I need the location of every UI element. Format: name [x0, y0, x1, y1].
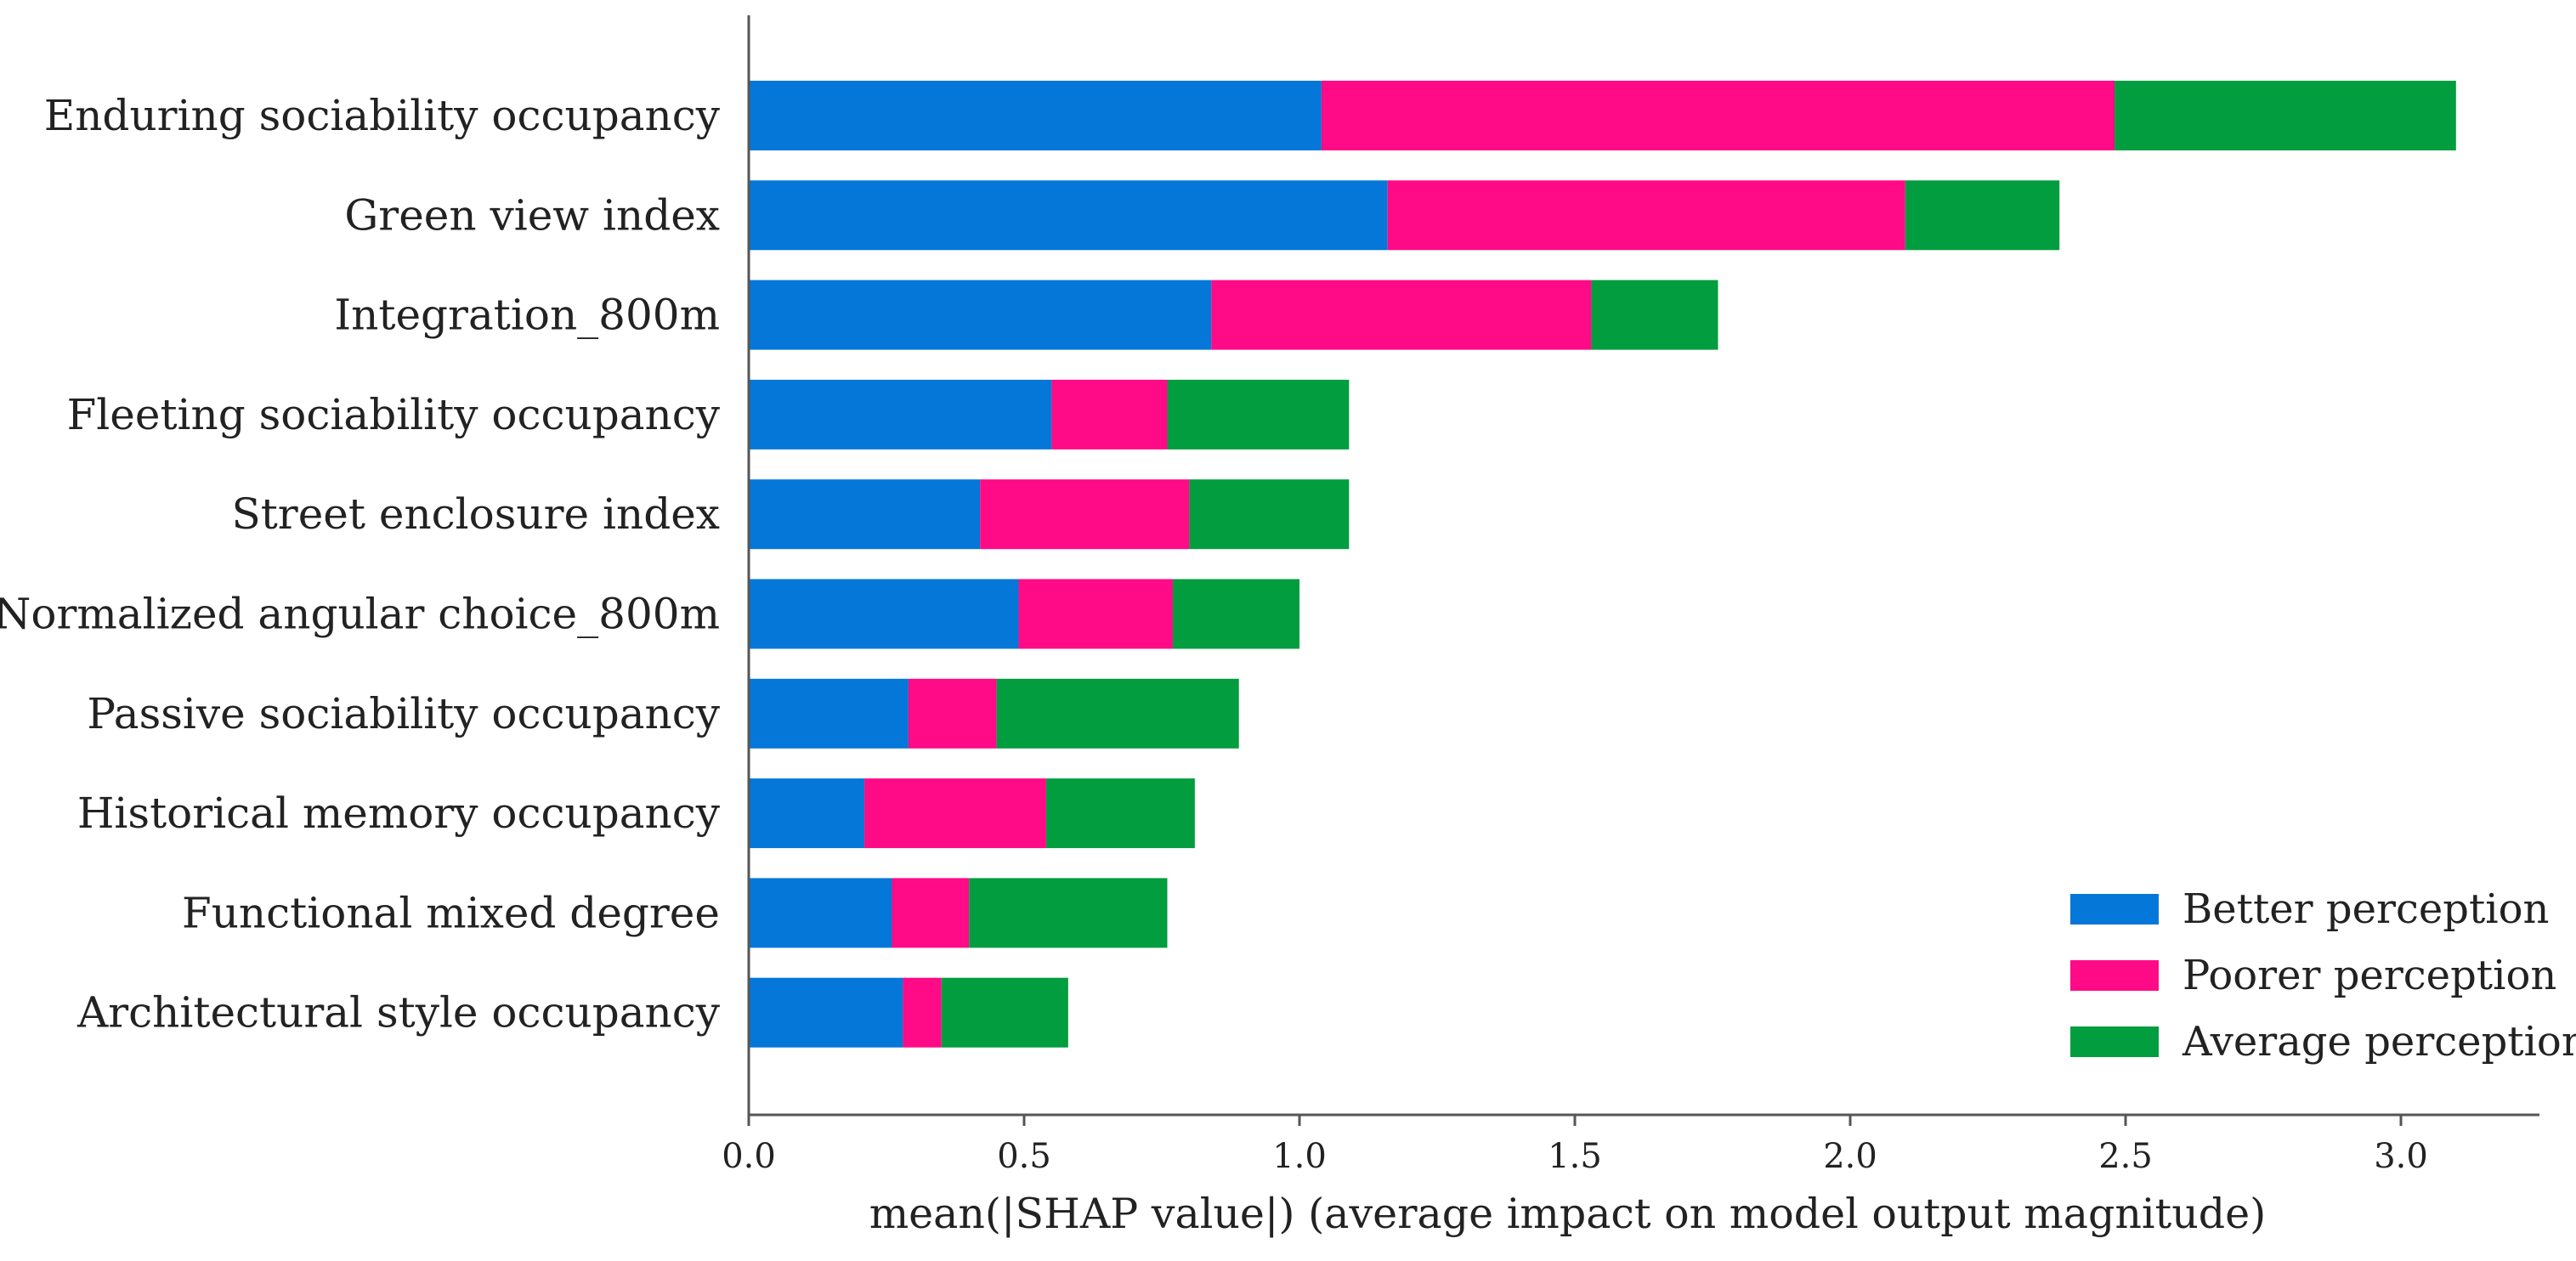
bar-normalized-angular-choice-800m-better-perception [749, 579, 1019, 649]
bar-historical-memory-occupancy-poorer-perception [864, 778, 1046, 849]
bar-normalized-angular-choice-800m-poorer-perception [1018, 579, 1173, 649]
x-tick-label: 1.5 [1548, 1137, 1602, 1176]
category-label: Street enclosure index [231, 489, 720, 539]
bar-integration-800m-average-perception [1591, 280, 1718, 350]
bar-enduring-sociability-occupancy-average-perception [2115, 81, 2456, 150]
bar-functional-mixed-degree-average-perception [969, 878, 1168, 948]
bar-fleeting-sociability-occupancy-poorer-perception [1051, 379, 1168, 450]
bar-enduring-sociability-occupancy-poorer-perception [1321, 81, 2115, 150]
x-tick-label: 3.0 [2374, 1137, 2428, 1176]
bar-fleeting-sociability-occupancy-better-perception [749, 379, 1052, 450]
bar-architectural-style-occupancy-average-perception [941, 977, 1068, 1048]
bar-integration-800m-poorer-perception [1211, 280, 1592, 350]
bar-green-view-index-average-perception [1905, 180, 2060, 251]
legend-swatch-average-perception [2070, 1026, 2159, 1057]
bars-layer [749, 81, 2456, 1048]
bar-green-view-index-better-perception [749, 180, 1388, 251]
bar-passive-sociability-occupancy-average-perception [996, 678, 1239, 749]
bar-enduring-sociability-occupancy-better-perception [749, 81, 1322, 150]
category-label: Passive sociability occupancy [87, 689, 720, 738]
x-tick-label: 1.0 [1272, 1137, 1327, 1176]
bar-street-enclosure-index-better-perception [749, 479, 981, 550]
bar-street-enclosure-index-poorer-perception [980, 479, 1190, 550]
category-label: Green view index [344, 190, 720, 240]
category-label: Integration_800m [334, 291, 720, 340]
x-tick-label: 0.5 [997, 1137, 1051, 1176]
bar-architectural-style-occupancy-better-perception [749, 977, 903, 1048]
legend-label-average-perception: Average perception [2182, 1018, 2576, 1066]
category-label: Functional mixed degree [182, 888, 720, 937]
bar-historical-memory-occupancy-better-perception [749, 778, 865, 849]
legend-label-better-perception: Better perception [2183, 885, 2549, 933]
category-label: Historical memory occupancy [77, 789, 721, 838]
bar-functional-mixed-degree-better-perception [749, 878, 892, 948]
legend-label-poorer-perception: Poorer perception [2183, 952, 2556, 999]
x-tick-label: 2.0 [1823, 1137, 1877, 1176]
bar-passive-sociability-occupancy-poorer-perception [908, 678, 997, 749]
category-label: Fleeting sociability occupancy [67, 390, 721, 439]
bar-street-enclosure-index-average-perception [1189, 479, 1350, 550]
bar-functional-mixed-degree-poorer-perception [892, 878, 970, 948]
category-label: Architectural style occupancy [76, 988, 721, 1038]
bar-green-view-index-poorer-perception [1387, 180, 1905, 251]
x-tick-label: 2.5 [2098, 1137, 2153, 1176]
bar-normalized-angular-choice-800m-average-perception [1172, 579, 1299, 649]
legend-swatch-better-perception [2070, 894, 2159, 925]
x-axis-title: mean(|SHAP value|) (average impact on mo… [869, 1190, 2267, 1238]
bar-fleeting-sociability-occupancy-average-perception [1167, 379, 1350, 450]
legend: Better perception Poorer perception Averag… [2070, 885, 2576, 1066]
category-label: Enduring sociability occupancy [44, 91, 721, 140]
bar-architectural-style-occupancy-poorer-perception [903, 977, 942, 1048]
category-labels: Enduring sociability occupancy Green view… [0, 91, 721, 1038]
x-tick-label: 0.0 [722, 1137, 776, 1176]
x-axis-ticks: 0.0 0.5 1.0 1.5 2.0 2.5 3.0 [722, 1115, 2428, 1176]
bar-integration-800m-better-perception [749, 280, 1212, 350]
bar-historical-memory-occupancy-average-perception [1045, 778, 1195, 849]
category-label: Normalized angular choice_800m [0, 590, 720, 639]
legend-swatch-poorer-perception [2070, 960, 2159, 991]
bar-passive-sociability-occupancy-better-perception [749, 678, 909, 749]
